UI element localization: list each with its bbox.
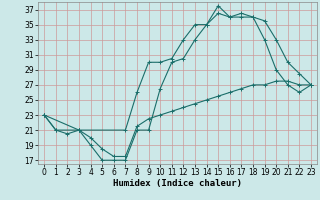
X-axis label: Humidex (Indice chaleur): Humidex (Indice chaleur) [113, 179, 242, 188]
